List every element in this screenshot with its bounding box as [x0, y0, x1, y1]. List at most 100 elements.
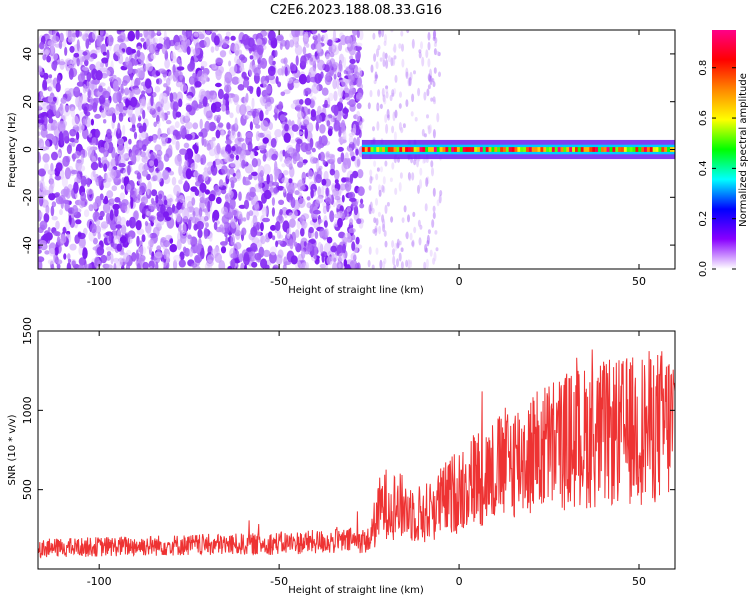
noise-blob [254, 252, 262, 261]
noise-blob [253, 238, 258, 244]
noise-blob [287, 195, 294, 201]
noise-blob [411, 239, 415, 248]
noise-blob [265, 84, 272, 94]
signal-cell [534, 147, 538, 152]
noise-blob [174, 121, 180, 129]
noise-blob [208, 148, 216, 157]
noise-blob [338, 42, 343, 52]
signal-cell [667, 147, 671, 152]
noise-blob [95, 225, 102, 234]
y-tick-label: 0 [21, 146, 34, 153]
noise-blob [333, 90, 338, 102]
noise-blob [301, 220, 308, 229]
noise-blob [379, 57, 383, 62]
noise-blob [226, 168, 231, 180]
noise-blob [142, 109, 146, 120]
noise-blob [155, 194, 159, 204]
noise-blob [130, 96, 138, 108]
snr-marks [38, 349, 675, 559]
signal-cell [603, 147, 607, 152]
noise-blob [115, 49, 124, 57]
signal-cell [474, 147, 478, 152]
noise-blob [58, 40, 63, 50]
noise-blob [215, 158, 224, 169]
noise-blob [142, 261, 149, 269]
signal-cell [477, 147, 481, 152]
noise-blob [375, 247, 379, 255]
noise-blob [314, 231, 319, 239]
noise-blob [86, 71, 92, 82]
noise-blob [385, 123, 389, 134]
noise-blob [421, 128, 425, 137]
noise-blob [114, 197, 121, 203]
noise-blob [357, 186, 365, 197]
noise-blob [282, 187, 286, 193]
noise-blob [263, 95, 271, 100]
noise-blob [96, 246, 105, 256]
noise-blob [204, 207, 208, 216]
noise-blob [377, 89, 381, 97]
noise-blob [191, 216, 197, 224]
signal-cell [465, 147, 469, 152]
noise-blob [170, 51, 176, 60]
noise-blob [249, 186, 256, 195]
noise-blob [373, 53, 377, 62]
noise-blob [76, 81, 84, 87]
noise-blob [100, 109, 107, 119]
noise-blob [319, 151, 325, 162]
signal-cell [361, 147, 365, 152]
signal-cell [557, 147, 561, 152]
noise-blob [200, 60, 208, 68]
noise-blob [282, 149, 286, 157]
signal-cell [482, 147, 486, 152]
noise-blob [405, 232, 409, 238]
noise-blob [325, 187, 329, 197]
noise-blob [132, 60, 139, 66]
noise-blob [75, 131, 80, 140]
noise-blob [168, 170, 175, 176]
signal-cell [364, 147, 368, 152]
signal-cell [543, 147, 547, 152]
noise-blob [230, 253, 238, 259]
noise-blob [384, 160, 388, 167]
noise-blob [376, 167, 380, 172]
noise-blob [174, 155, 183, 167]
noise-blob [323, 220, 328, 228]
noise-blob [310, 57, 314, 62]
noise-blob [243, 254, 250, 266]
noise-blob [304, 87, 312, 95]
noise-blob [84, 117, 92, 128]
colorbar: 0.0 0.2 0.4 0.6 0.8 Normalized spectral ampl… [698, 30, 749, 277]
signal-cell [497, 147, 501, 152]
noise-blob [401, 217, 405, 224]
noise-blob [326, 120, 331, 127]
noise-blob [337, 146, 344, 152]
signal-cell [598, 147, 601, 152]
noise-blob [200, 94, 204, 100]
noise-blob [386, 108, 390, 119]
noise-blob [114, 215, 122, 224]
noise-blob [193, 32, 199, 38]
noise-blob [173, 254, 181, 262]
noise-blob [152, 135, 157, 143]
noise-blob [246, 111, 252, 119]
noise-blob [192, 72, 196, 79]
noise-blob [251, 209, 259, 218]
noise-blob [303, 37, 309, 42]
noise-blob [336, 211, 341, 218]
noise-blob [109, 209, 114, 221]
signal-cell [436, 147, 440, 152]
noise-blob [221, 103, 227, 112]
noise-blob [434, 230, 438, 235]
noise-blob [146, 210, 151, 217]
signal-cell [396, 147, 400, 152]
noise-blob [380, 166, 383, 173]
noise-blob [129, 189, 135, 196]
noise-blob [240, 262, 245, 269]
noise-blob [311, 30, 317, 34]
noise-blob [232, 94, 240, 103]
noise-blob [386, 202, 390, 207]
noise-blob [210, 46, 215, 53]
noise-blob [161, 44, 168, 55]
noise-blob [48, 74, 53, 79]
